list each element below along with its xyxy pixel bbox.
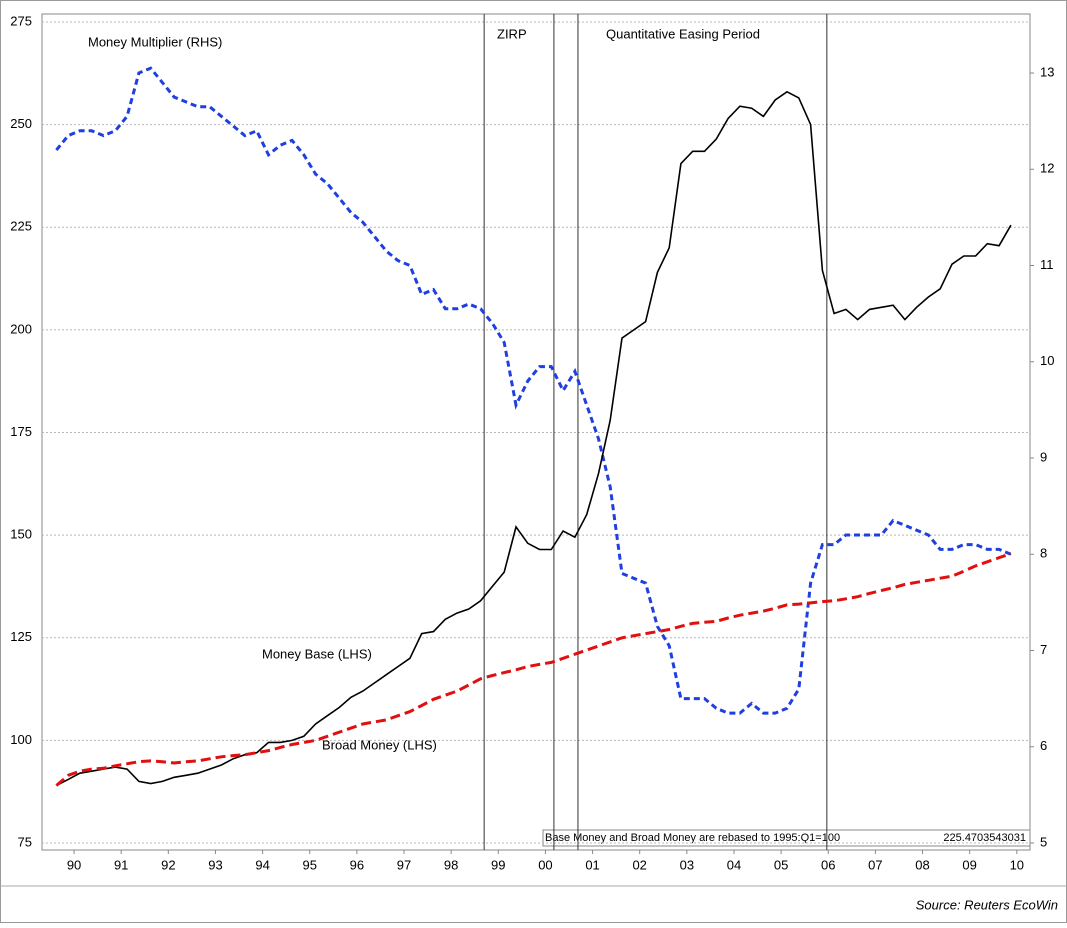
- series-label: Money Base (LHS): [262, 646, 372, 661]
- x-tick-label: 93: [208, 857, 222, 872]
- x-tick-label: 02: [632, 857, 646, 872]
- x-tick-label: 06: [821, 857, 835, 872]
- x-tick-label: 99: [491, 857, 505, 872]
- note: Base Money and Broad Money are rebased t…: [545, 832, 840, 844]
- series-line: [55, 66, 1012, 715]
- x-tick-label: 00: [538, 857, 552, 872]
- x-tick-label: 04: [727, 857, 741, 872]
- series-label: Broad Money (LHS): [322, 737, 437, 752]
- x-tick-label: 95: [303, 857, 317, 872]
- y2-tick-label: 12: [1040, 161, 1054, 176]
- annotation: ZIRP: [497, 26, 527, 41]
- y2-tick-label: 6: [1040, 738, 1047, 753]
- x-tick-label: 08: [915, 857, 929, 872]
- x-tick-label: 96: [350, 857, 364, 872]
- y2-tick-label: 5: [1040, 834, 1047, 849]
- note-value: 225.4703543031: [943, 832, 1026, 844]
- y2-tick-label: 9: [1040, 449, 1047, 464]
- x-tick-label: 91: [114, 857, 128, 872]
- x-tick-label: 97: [397, 857, 411, 872]
- x-tick-label: 90: [67, 857, 81, 872]
- y-tick-label: 125: [10, 629, 32, 644]
- y2-tick-label: 10: [1040, 353, 1054, 368]
- y-tick-label: 150: [10, 527, 32, 542]
- y-tick-label: 175: [10, 424, 32, 439]
- source: Source: Reuters EcoWin: [916, 897, 1058, 912]
- y-tick-label: 275: [10, 13, 32, 28]
- x-tick-label: 10: [1010, 857, 1024, 872]
- series-line: [56, 90, 1012, 787]
- y-tick-label: 100: [10, 732, 32, 747]
- x-tick-label: 07: [868, 857, 882, 872]
- series-label: Money Multiplier (RHS): [88, 34, 222, 49]
- y2-tick-label: 7: [1040, 642, 1047, 657]
- x-tick-label: 09: [962, 857, 976, 872]
- annotation: Quantitative Easing Period: [606, 26, 760, 41]
- series-line: [55, 552, 1012, 787]
- y-tick-label: 225: [10, 219, 32, 234]
- y-tick-label: 200: [10, 321, 32, 336]
- x-tick-label: 94: [255, 857, 269, 872]
- y-tick-label: 250: [10, 116, 32, 131]
- x-tick-label: 05: [774, 857, 788, 872]
- y2-tick-label: 13: [1040, 64, 1054, 79]
- x-tick-label: 01: [585, 857, 599, 872]
- y-tick-label: 75: [18, 834, 32, 849]
- y2-tick-label: 8: [1040, 546, 1047, 561]
- note-box: [542, 829, 1031, 847]
- x-tick-label: 03: [680, 857, 694, 872]
- x-tick-label: 98: [444, 857, 458, 872]
- x-tick-label: 92: [161, 857, 175, 872]
- y2-tick-label: 11: [1040, 257, 1054, 272]
